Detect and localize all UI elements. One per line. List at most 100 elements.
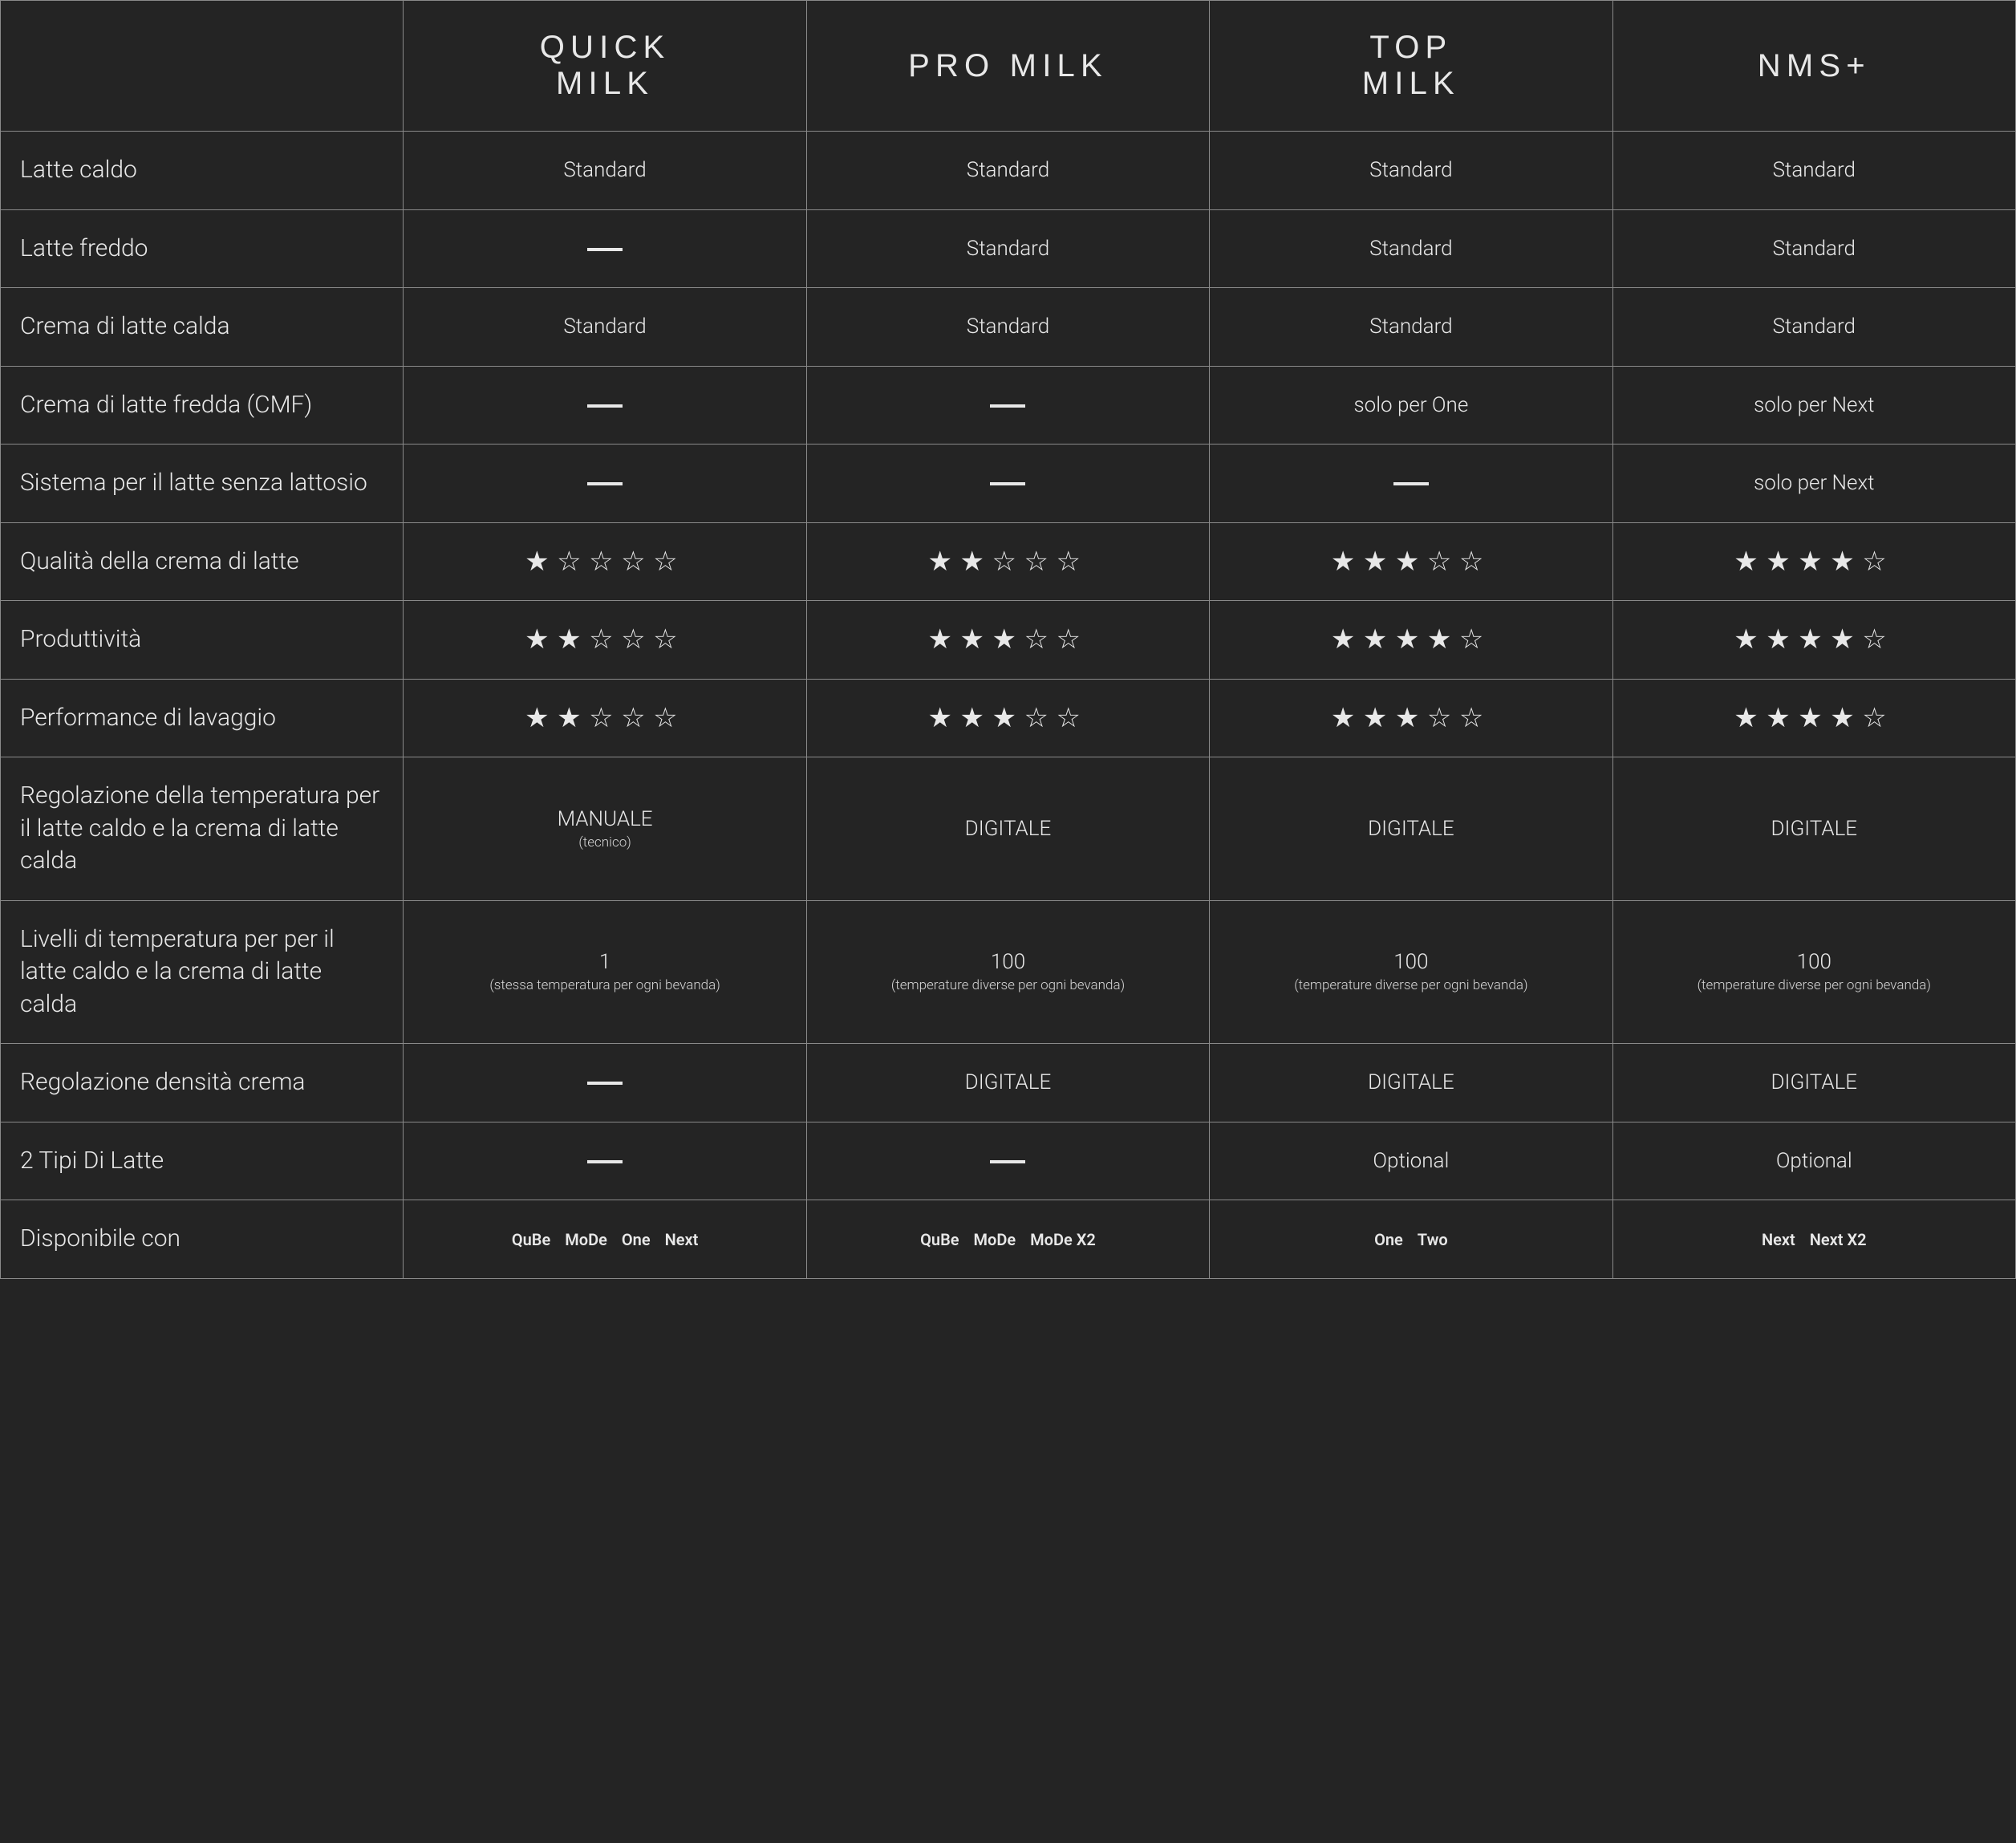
table-cell: ★★★☆☆ [806,601,1209,680]
table-cell: Standard [1612,209,2015,288]
cell-value: solo per One [1229,393,1592,417]
header-row: QUICKMILKPRO MILKTOPMILKNMS+ [1,1,2016,132]
table-cell: MANUALE(tecnico) [404,757,806,901]
dash-icon [990,482,1025,485]
column-header: PRO MILK [806,1,1209,132]
availability-item: QuBe [512,1230,550,1249]
table-row: Crema di latte caldaStandardStandardStan… [1,288,2016,367]
cell-subvalue: (temperature diverse per ogni bevanda) [1229,977,1592,993]
availability-item: Two [1418,1230,1448,1249]
table-row: Regolazione densità crema DIGITALE DIGITAL… [1,1044,2016,1122]
cell-value: Standard [1229,158,1592,182]
table-cell: Standard [806,132,1209,210]
cell-value: Optional [1633,1149,1996,1173]
availability-item: One [1374,1230,1403,1249]
cell-value: Standard [1633,158,1996,182]
table-row: Produttività ★★☆☆☆ ★★★☆☆ ★★★★☆ ★★★★☆ [1,601,2016,680]
table-cell [806,445,1209,523]
star-rating: ★★★★☆ [1734,702,1894,734]
table-cell: 100(temperature diverse per ogni bevanda… [1210,900,1612,1044]
table-cell: DIGITALE [806,757,1209,901]
availability-item: MoDe [565,1230,607,1249]
row-label: 2 Tipi Di Latte [1,1122,404,1200]
row-label: Qualità della crema di latte [1,522,404,601]
column-header: NMS+ [1612,1,2015,132]
availability-item: QuBe [920,1230,959,1249]
table-cell: QuBe MoDe MoDe X2 [806,1200,1209,1279]
table-cell: Standard [404,288,806,367]
table-row: Performance di lavaggio★★☆☆☆★★★☆☆★★★☆☆★★… [1,679,2016,757]
table-cell [404,1122,806,1200]
availability-list: QuBe MoDe One Next [512,1230,699,1249]
row-label: Produttività [1,601,404,680]
table-cell: ★☆☆☆☆ [404,522,806,601]
table-cell [404,1044,806,1122]
cell-subvalue: (temperature diverse per ogni bevanda) [1633,977,1996,993]
star-rating: ★★★★☆ [1734,623,1894,656]
cell-value: Standard [423,158,786,182]
row-label: Regolazione densità crema [1,1044,404,1122]
row-label: Livelli di temperatura per per il latte … [1,900,404,1044]
dash-icon [587,1160,623,1163]
table-cell: Optional [1210,1122,1612,1200]
table-cell: Standard [404,132,806,210]
dash-icon [990,1160,1025,1163]
star-rating: ★★★☆☆ [1331,546,1491,578]
cell-subvalue: (temperature diverse per ogni bevanda) [826,977,1190,993]
table-row: Sistema per il latte senza lattosiosolo … [1,445,2016,523]
table-cell: QuBe MoDe One Next [404,1200,806,1279]
availability-item: Next X2 [1810,1230,1867,1249]
availability-item: MoDe X2 [1030,1230,1096,1249]
table-cell: ★★☆☆☆ [404,601,806,680]
dash-icon [587,482,623,485]
cell-value: solo per Next [1633,393,1996,417]
table-cell: ★★★★☆ [1612,679,2015,757]
availability-item: One [622,1230,651,1249]
table-row: Crema di latte fredda (CMF)solo per Ones… [1,366,2016,445]
cell-value: DIGITALE [1229,1070,1592,1094]
star-rating: ★★★☆☆ [1331,702,1491,734]
header-corner [1,1,404,132]
row-label: Latte caldo [1,132,404,210]
table-cell: Optional [1612,1122,2015,1200]
column-header-line1: NMS+ [1621,48,2007,84]
table-cell [404,366,806,445]
dash-icon [990,404,1025,408]
cell-value: DIGITALE [1229,817,1592,841]
table-cell: solo per Next [1612,445,2015,523]
availability-item: Next [1762,1230,1795,1249]
table-cell: ★★★★☆ [1210,601,1612,680]
table-row: Latte freddoStandardStandardStandard [1,209,2016,288]
cell-value: Standard [1229,315,1592,339]
cell-value: Standard [1633,315,1996,339]
table-cell [404,445,806,523]
table-cell: Next Next X2 [1612,1200,2015,1279]
dash-icon [587,248,623,251]
table-cell: Standard [1612,132,2015,210]
cell-value: Standard [1229,237,1592,261]
table-cell [806,366,1209,445]
table-cell: ★★★☆☆ [1210,522,1612,601]
star-rating: ★★★☆☆ [927,623,1088,656]
availability-item: Next [665,1230,699,1249]
table-cell: ★★★☆☆ [1210,679,1612,757]
availability-list: One Two [1374,1230,1448,1249]
table-cell: 1(stessa temperatura per ogni bevanda) [404,900,806,1044]
row-label: Crema di latte calda [1,288,404,367]
table-cell: DIGITALE [1612,1044,2015,1122]
star-rating: ★★☆☆☆ [525,623,685,656]
availability-item: MoDe [974,1230,1016,1249]
row-label: Disponibile con [1,1200,404,1279]
star-rating: ★★★★☆ [1734,546,1894,578]
cell-value: DIGITALE [826,817,1190,841]
table-cell: Standard [1612,288,2015,367]
cell-subvalue: (tecnico) [423,834,786,850]
star-rating: ★★★★☆ [1331,623,1491,656]
table-cell: solo per One [1210,366,1612,445]
column-header-line1: QUICK [412,30,797,66]
column-header-line2: MILK [1218,66,1604,102]
table-cell: DIGITALE [1210,757,1612,901]
dash-icon [587,1082,623,1085]
cell-value: 1 [423,950,786,974]
star-rating: ★★★☆☆ [927,702,1088,734]
